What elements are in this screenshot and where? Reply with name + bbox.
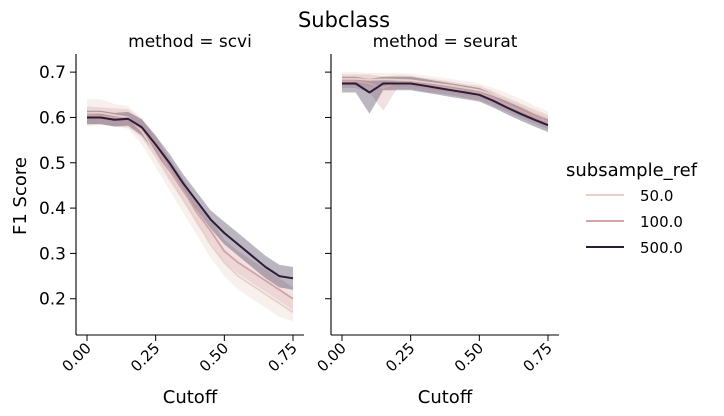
legend-label: 100.0 (640, 213, 683, 231)
y-tick-label: 0.6 (39, 108, 66, 128)
x-tick-label: 0.25 (382, 339, 418, 375)
panel-title: method = seurat (373, 32, 518, 52)
series-line-100.0 (86, 114, 294, 300)
x-tick-label: 0.75 (519, 339, 555, 375)
legend-label: 50.0 (640, 187, 673, 205)
x-axis-label: Cutoff (418, 387, 473, 408)
panel-title: method = scvi (128, 32, 252, 52)
series-line-500.0 (87, 116, 294, 280)
ci-band-100.0 (87, 106, 293, 311)
figure-title: Subclass (298, 8, 390, 32)
legend-title: subsample_ref (566, 160, 698, 181)
x-tick-label: 0.50 (451, 339, 487, 375)
series-line-500.0 (342, 82, 549, 127)
legend: subsample_ref 50.0 100.0 500.0 (566, 160, 698, 257)
x-tick-label: 0.00 (313, 339, 349, 375)
x-tick-label: 0.75 (264, 339, 300, 375)
y-tick-label: 0.7 (39, 63, 66, 83)
x-tick-label: 0.50 (196, 339, 232, 375)
y-tick-label: 0.4 (39, 199, 66, 219)
series-line-50.0 (342, 78, 549, 120)
x-axis-label: Cutoff (163, 387, 218, 408)
y-tick-label: 0.5 (39, 154, 66, 174)
y-tick-label: 0.2 (39, 290, 66, 310)
panel-scvi: method = scvi 0.2 0.3 0.4 0.5 0.6 0.7 0.00 0.25 0… (39, 32, 304, 408)
x-tick-label: 0.25 (127, 339, 163, 375)
series-line-50.0 (87, 112, 294, 314)
ci-band-50.0 (342, 72, 548, 126)
legend-label: 500.0 (640, 239, 683, 257)
panel-seurat: method = seurat 0.00 0.25 0.50 0.75 Cutoff (313, 32, 559, 408)
x-tick-label: 0.00 (58, 339, 94, 375)
y-tick-label: 0.3 (39, 244, 66, 264)
ci-band-100.0 (342, 74, 548, 130)
y-axis-label: F1 Score (10, 157, 31, 235)
series-line-100.0 (342, 80, 549, 123)
